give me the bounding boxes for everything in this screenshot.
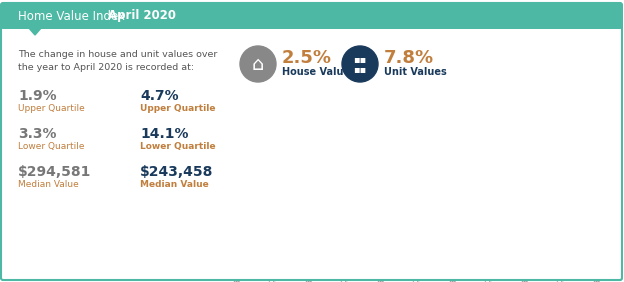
Text: Lower Quartile: Lower Quartile [140, 142, 216, 151]
Legend: Houses, Units: Houses, Units [252, 59, 347, 74]
Circle shape [240, 46, 276, 82]
Text: Upper Quartile: Upper Quartile [140, 104, 215, 113]
Text: $294,581: $294,581 [18, 165, 91, 179]
Text: The change in house and unit values over
the year to April 2020 is recorded at:: The change in house and unit values over… [18, 50, 217, 72]
Text: $243,458: $243,458 [140, 165, 213, 179]
Circle shape [342, 46, 378, 82]
Text: 7.8%: 7.8% [384, 49, 434, 67]
Text: 2.5%: 2.5% [282, 49, 332, 67]
Polygon shape [28, 27, 42, 35]
Text: Median Value: Median Value [18, 180, 79, 189]
FancyBboxPatch shape [1, 3, 622, 29]
Text: Unit Values: Unit Values [384, 67, 447, 77]
Text: 14.1%: 14.1% [140, 127, 188, 141]
Text: Home Value Index: Home Value Index [18, 10, 129, 23]
Text: ▪▪
▪▪: ▪▪ ▪▪ [353, 54, 367, 74]
Text: Upper Quartile: Upper Quartile [18, 104, 85, 113]
Text: April 2020: April 2020 [108, 10, 176, 23]
Text: Median Value: Median Value [140, 180, 209, 189]
Text: ⌂: ⌂ [252, 54, 264, 74]
Text: 1.9%: 1.9% [18, 89, 57, 103]
Text: Lower Quartile: Lower Quartile [18, 142, 84, 151]
Bar [3, 5, 620, 27]
Text: 4.7%: 4.7% [140, 89, 178, 103]
FancyBboxPatch shape [1, 3, 622, 280]
Text: House Values: House Values [282, 67, 356, 77]
Text: 3.3%: 3.3% [18, 127, 57, 141]
